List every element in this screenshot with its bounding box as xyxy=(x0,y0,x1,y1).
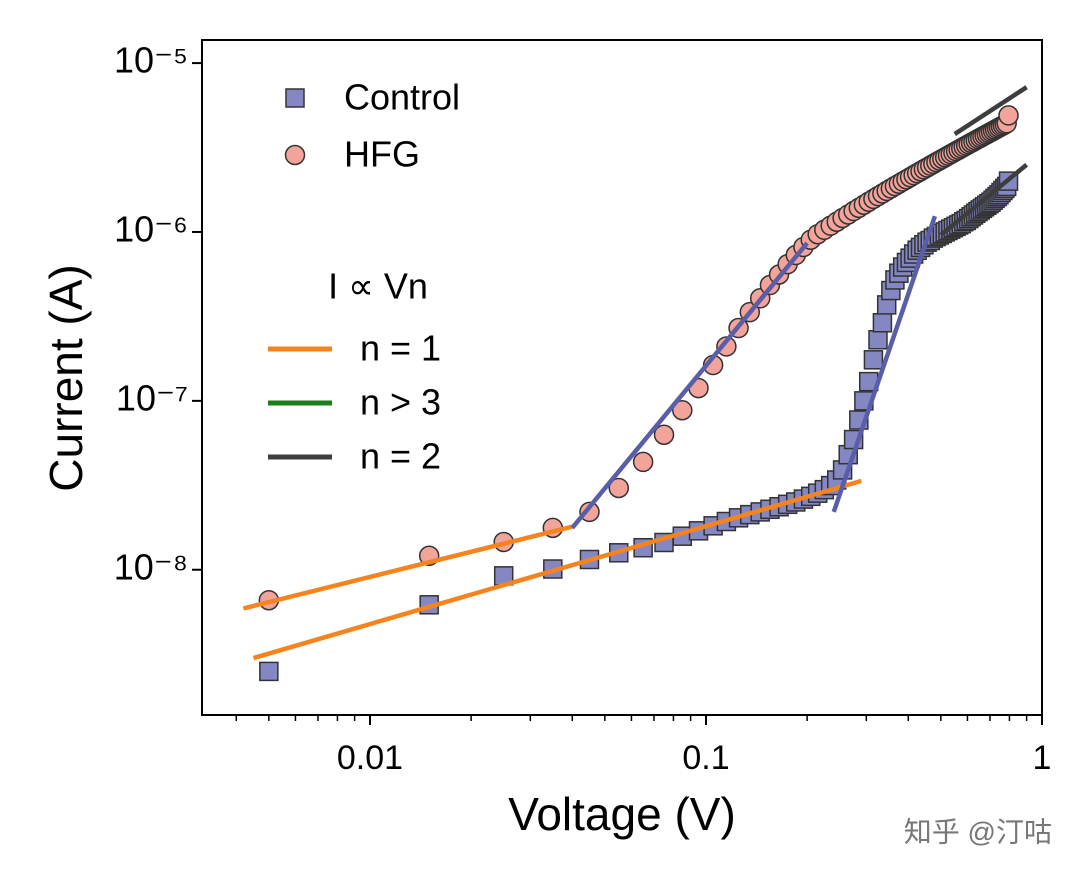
legend-marker xyxy=(284,144,306,166)
x-axis-label: Voltage (V) xyxy=(508,788,736,840)
fit-line xyxy=(831,215,938,513)
data-point xyxy=(259,661,279,682)
x-tick-label: 0.1 xyxy=(682,739,729,777)
data-point xyxy=(868,330,888,350)
y-axis-label: Current (A) xyxy=(40,264,92,491)
fit-line xyxy=(953,85,1028,136)
y-tick-label: 10⁻⁶ xyxy=(114,208,188,249)
fit-line xyxy=(570,241,809,530)
data-point xyxy=(998,105,1019,126)
legend-marker xyxy=(285,88,305,108)
legend-label: n = 2 xyxy=(360,436,441,477)
fit-line xyxy=(242,524,573,611)
watermark: 知乎 @汀咕 xyxy=(904,816,1052,847)
plot-frame xyxy=(201,39,1043,716)
legend-title: I ∝ Vn xyxy=(328,266,428,307)
data-point xyxy=(863,350,884,370)
y-tick-label: 10⁻⁸ xyxy=(114,546,188,587)
data-point xyxy=(672,399,693,421)
legend-label: n = 1 xyxy=(360,328,441,369)
data-point xyxy=(653,424,675,445)
data-point xyxy=(579,501,600,523)
x-tick-label: 1 xyxy=(1033,739,1052,777)
data-point xyxy=(608,477,630,499)
y-tick-label: 10⁻⁷ xyxy=(116,377,188,418)
y-tick-label: 10⁻⁵ xyxy=(114,40,188,81)
data-point xyxy=(872,313,893,333)
data-point xyxy=(632,451,654,473)
legend-label: Control xyxy=(344,77,460,118)
data-point xyxy=(716,336,737,357)
fit-line xyxy=(939,163,1029,237)
legend-label: HFG xyxy=(344,134,420,175)
legend-label: n > 3 xyxy=(360,382,441,423)
fit-line xyxy=(252,478,862,661)
x-tick-label: 0.01 xyxy=(337,739,403,777)
